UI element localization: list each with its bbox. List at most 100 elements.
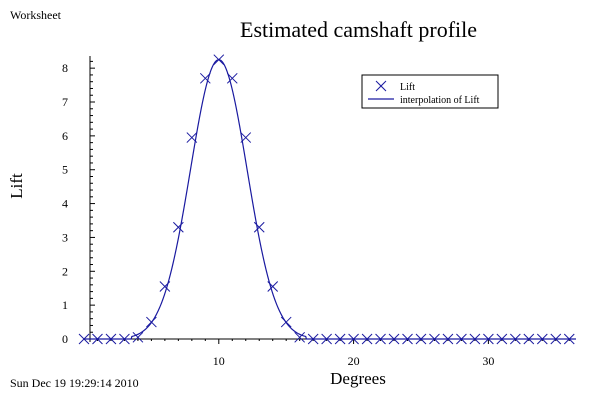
lift-marker <box>267 281 279 292</box>
lift-marker-stroke <box>199 72 211 84</box>
x-tick-label: 20 <box>348 354 360 368</box>
lift-marker-stroke <box>146 316 157 328</box>
lift-marker-stroke <box>280 316 292 328</box>
lift-marker-stroke <box>240 132 252 143</box>
lift-marker <box>334 333 346 345</box>
lift-marker <box>92 333 103 345</box>
lift-marker <box>496 333 508 345</box>
lift-marker-stroke <box>415 333 427 345</box>
lift-marker-series <box>78 54 575 345</box>
lift-marker-stroke <box>119 333 130 345</box>
y-tick-label: 4 <box>62 197 68 211</box>
lift-marker <box>563 333 575 345</box>
lift-marker <box>536 333 548 345</box>
lift-marker <box>442 333 454 345</box>
lift-marker-stroke <box>469 333 481 345</box>
lift-marker-stroke <box>456 333 467 345</box>
lift-marker-stroke <box>375 333 386 345</box>
lift-marker <box>253 221 265 233</box>
interpolation-line-series <box>84 59 576 340</box>
lift-marker <box>307 333 319 345</box>
x-tick-label: 30 <box>482 354 494 368</box>
lift-marker <box>375 333 386 345</box>
lift-marker-stroke <box>429 333 440 345</box>
chart-title: Estimated camshaft profile <box>240 17 478 42</box>
x-tick-label: 10 <box>213 354 225 368</box>
lift-marker <box>348 333 359 345</box>
lift-marker <box>173 221 184 233</box>
lift-marker <box>429 333 440 345</box>
legend: Lift interpolation of Lift <box>361 74 499 109</box>
lift-marker <box>456 333 467 345</box>
lift-marker <box>321 333 332 345</box>
lift-marker-stroke <box>105 333 117 345</box>
lift-marker-stroke <box>226 72 238 84</box>
lift-marker <box>159 281 171 292</box>
lift-marker-stroke <box>550 333 562 345</box>
lift-marker <box>402 333 413 345</box>
y-tick-label: 6 <box>62 129 68 143</box>
lift-marker <box>78 333 90 345</box>
y-tick-label: 8 <box>62 61 68 75</box>
worksheet-label: Worksheet <box>10 8 62 22</box>
y-tick-label: 0 <box>62 332 68 346</box>
lift-marker <box>199 72 211 84</box>
lift-marker-stroke <box>213 54 225 66</box>
lift-marker-stroke <box>78 333 90 345</box>
lift-marker-stroke <box>92 333 103 345</box>
lift-marker-stroke <box>253 221 265 233</box>
lift-marker-stroke <box>388 333 400 345</box>
lift-marker <box>509 333 521 345</box>
lift-marker <box>550 333 562 345</box>
lift-marker-stroke <box>159 281 171 292</box>
lift-marker-stroke <box>563 333 575 345</box>
lift-marker <box>483 333 494 345</box>
timestamp-label: Sun Dec 19 19:29:14 2010 <box>10 376 139 390</box>
legend-marker-stroke <box>375 80 387 92</box>
legend-box <box>361 74 499 109</box>
lift-marker-stroke <box>496 333 508 345</box>
lift-marker-stroke <box>402 333 413 345</box>
lift-marker-stroke <box>536 333 548 345</box>
x-axis-label: Degrees <box>330 369 386 388</box>
lift-marker-stroke <box>483 333 494 345</box>
lift-marker <box>105 333 117 345</box>
axes: 0 1 2 3 4 5 6 7 8 10 20 30 <box>62 56 576 368</box>
lift-marker-stroke <box>186 132 198 143</box>
lift-marker <box>186 132 198 143</box>
lift-marker <box>294 331 306 343</box>
lift-marker-stroke <box>307 333 319 345</box>
y-tick-label: 7 <box>62 95 68 109</box>
lift-marker <box>146 316 157 328</box>
lift-marker-stroke <box>348 333 359 345</box>
lift-marker <box>119 333 130 345</box>
lift-marker-stroke <box>523 333 535 345</box>
y-tick-label: 5 <box>62 163 68 177</box>
lift-marker-stroke <box>321 333 332 345</box>
lift-marker <box>213 54 225 66</box>
lift-marker <box>280 316 292 328</box>
lift-marker-stroke <box>132 331 144 343</box>
lift-marker-stroke <box>361 333 373 345</box>
lift-marker-stroke <box>173 221 184 233</box>
y-tick-label: 3 <box>62 230 68 244</box>
lift-marker-stroke <box>442 333 454 345</box>
y-tick-label: 2 <box>62 264 68 278</box>
interpolation-line <box>84 59 576 340</box>
lift-marker-stroke <box>509 333 521 345</box>
lift-marker-stroke <box>267 281 279 292</box>
lift-marker-stroke <box>294 331 306 343</box>
lift-marker-stroke <box>334 333 346 345</box>
y-axis-label: Lift <box>7 173 26 199</box>
legend-label-interpolation: interpolation of Lift <box>400 95 480 106</box>
lift-marker <box>226 72 238 84</box>
lift-marker <box>469 333 481 345</box>
y-tick-label: 1 <box>62 298 68 312</box>
lift-marker <box>240 132 252 143</box>
lift-marker <box>132 331 144 343</box>
lift-marker <box>523 333 535 345</box>
lift-marker <box>415 333 427 345</box>
legend-label-lift: Lift <box>400 82 415 93</box>
lift-marker <box>388 333 400 345</box>
